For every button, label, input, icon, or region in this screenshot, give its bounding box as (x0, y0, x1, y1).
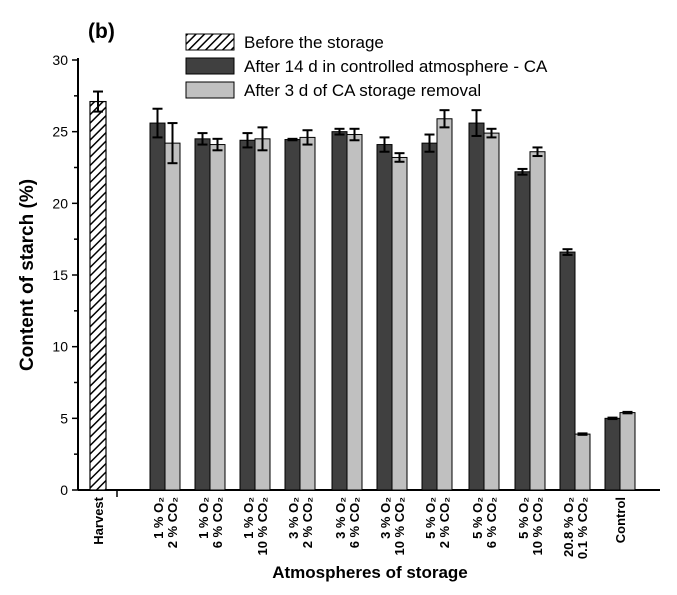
x-tick-label: 10 % CO₂ (255, 497, 270, 556)
x-axis-label: Atmospheres of storage (272, 563, 468, 582)
bar-harvest (89, 100, 107, 491)
bar-after-removal (391, 156, 408, 491)
legend-swatch (185, 81, 235, 99)
x-tick-label: 20.8 % O₂ (561, 497, 576, 557)
legend: Before the storage After 14 d in controll… (185, 33, 548, 100)
legend-swatch (185, 33, 235, 51)
x-tick-label: 5 % O₂ (470, 497, 485, 539)
bar-after-removal (529, 151, 546, 491)
bar-ca (284, 139, 301, 491)
bar-after-removal (299, 136, 316, 491)
bar-ca (331, 131, 348, 491)
x-tick-label: 6 % CO₂ (484, 497, 499, 549)
bar-ca (468, 122, 485, 491)
bar-ca (194, 138, 211, 491)
bar-after-removal (254, 138, 271, 491)
legend-label: After 3 d of CA storage removal (244, 81, 481, 100)
x-tick-label: 10 % CO₂ (530, 497, 545, 556)
legend-swatch (185, 57, 235, 75)
y-tick-label: 15 (52, 267, 68, 283)
bar-after-removal (619, 412, 636, 491)
bar-ca (514, 171, 531, 491)
x-tick-label: 1 % O₂ (151, 497, 166, 539)
bar-after-removal (574, 433, 591, 491)
x-tick-label: 2 % CO₂ (300, 497, 315, 549)
bar-ca (149, 122, 166, 491)
bar-ca (421, 142, 438, 491)
y-tick-label: 0 (60, 482, 68, 498)
y-tick-label: 5 (60, 410, 68, 426)
x-tick-label: 3 % O₂ (333, 497, 348, 539)
x-tick-label: 10 % CO₂ (392, 497, 407, 556)
y-tick-label: 20 (52, 195, 68, 211)
bar-after-removal (209, 144, 226, 491)
bars (89, 90, 636, 491)
panel-label: (b) (88, 20, 115, 43)
bar-ca (559, 251, 576, 491)
x-tick-label: 6 % CO₂ (210, 497, 225, 549)
x-tick-label: 5 % O₂ (516, 497, 531, 539)
y-tick-label: 30 (52, 52, 68, 68)
x-tick-label: 6 % CO₂ (347, 497, 362, 549)
legend-label: After 14 d in controlled atmosphere - CA (244, 57, 548, 76)
bar-ca (604, 417, 621, 491)
bar-ca (376, 144, 393, 491)
legend-label: Before the storage (244, 33, 384, 52)
bar-after-removal (436, 118, 453, 491)
x-tick-label: 0.1 % CO₂ (575, 497, 590, 559)
bar-after-removal (346, 134, 363, 491)
x-tick-label: 2 % CO₂ (165, 497, 180, 549)
bar-ca (239, 139, 256, 491)
y-tick-label: 10 (52, 339, 68, 355)
bar-after-removal (483, 132, 500, 491)
x-tick-label: 3 % O₂ (378, 497, 393, 539)
x-tick-label: 2 % CO₂ (437, 497, 452, 549)
x-tick-label: 1 % O₂ (196, 497, 211, 539)
y-tick-label: 25 (52, 124, 68, 140)
x-tick-label: 1 % O₂ (241, 497, 256, 539)
x-tick-label: Control (613, 497, 628, 543)
x-tick-label: 5 % O₂ (423, 497, 438, 539)
bar-after-removal (164, 142, 181, 491)
x-tick-label: 3 % O₂ (286, 497, 301, 539)
x-tick-label-harvest: Harvest (91, 496, 106, 544)
y-axis-label: Content of starch (%) (17, 179, 38, 371)
